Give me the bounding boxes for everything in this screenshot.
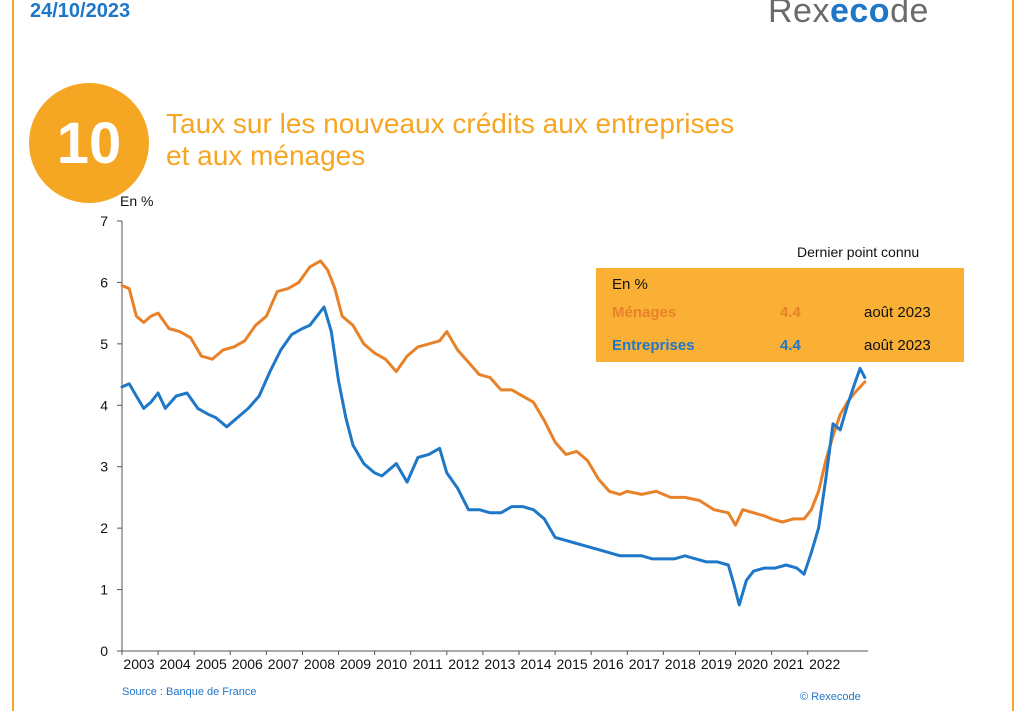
x-tick-label: 2019: [701, 656, 732, 672]
legend-entreprises-date: août 2023: [864, 337, 931, 354]
frame-right-border: [1012, 0, 1014, 711]
x-tick-label: 2016: [593, 656, 624, 672]
y-tick-label: 0: [100, 643, 108, 659]
x-tick-label: 2018: [665, 656, 696, 672]
x-tick-label: 2013: [484, 656, 515, 672]
legend-heading: Dernier point connu: [797, 244, 920, 260]
series-line-entreprises: [120, 305, 867, 607]
figure-title: Taux sur les nouveaux crédits aux entrep…: [166, 108, 734, 172]
rexecode-logo: Rexecode: [768, 0, 929, 30]
legend-box: En % Ménages 4.4 août 2023 Entreprises 4…: [596, 268, 964, 362]
x-tick-label: 2003: [123, 656, 154, 672]
y-tick-label: 6: [100, 274, 108, 290]
legend-entreprises-label: Entreprises: [612, 337, 695, 354]
copyright-note: © Rexecode: [800, 691, 861, 703]
x-tick-label: 2011: [413, 656, 443, 672]
figure-title-line2: et aux ménages: [166, 140, 366, 171]
x-tick-label: 2006: [232, 656, 263, 672]
legend-menages-label: Ménages: [612, 304, 677, 321]
frame-left-border: [12, 0, 14, 711]
legend-menages-value: 4.4: [780, 304, 801, 321]
y-tick-label: 1: [100, 582, 108, 598]
x-tick-label: 2005: [196, 656, 227, 672]
y-tick-label: 3: [100, 459, 108, 475]
figure-number-badge: 10: [29, 83, 149, 203]
x-tick-label: 2022: [809, 656, 840, 672]
legend-unit: En %: [612, 276, 648, 293]
series-line-menages: [120, 259, 867, 527]
y-tick-label: 4: [100, 397, 108, 413]
figure-title-line1: Taux sur les nouveaux crédits aux entrep…: [166, 108, 735, 139]
y-axis-label: En %: [120, 193, 153, 209]
x-tick-label: 2014: [520, 656, 551, 672]
y-tick-label: 7: [100, 213, 108, 229]
x-tick-label: 2020: [737, 656, 768, 672]
x-tick-label: 2017: [629, 656, 660, 672]
report-date: 24/10/2023: [30, 0, 131, 22]
legend-menages-date: août 2023: [864, 304, 931, 321]
legend-entreprises-value: 4.4: [780, 337, 801, 354]
source-note: Source : Banque de France: [122, 686, 257, 698]
y-tick-label: 2: [100, 520, 108, 536]
x-tick-label: 2012: [448, 656, 479, 672]
x-tick-label: 2015: [557, 656, 588, 672]
x-tick-label: 2009: [340, 656, 371, 672]
x-tick-label: 2007: [268, 656, 299, 672]
y-tick-label: 5: [100, 336, 108, 352]
x-tick-label: 2004: [160, 656, 191, 672]
x-tick-label: 2021: [773, 656, 804, 672]
x-tick-label: 2008: [304, 656, 335, 672]
x-tick-label: 2010: [376, 656, 407, 672]
